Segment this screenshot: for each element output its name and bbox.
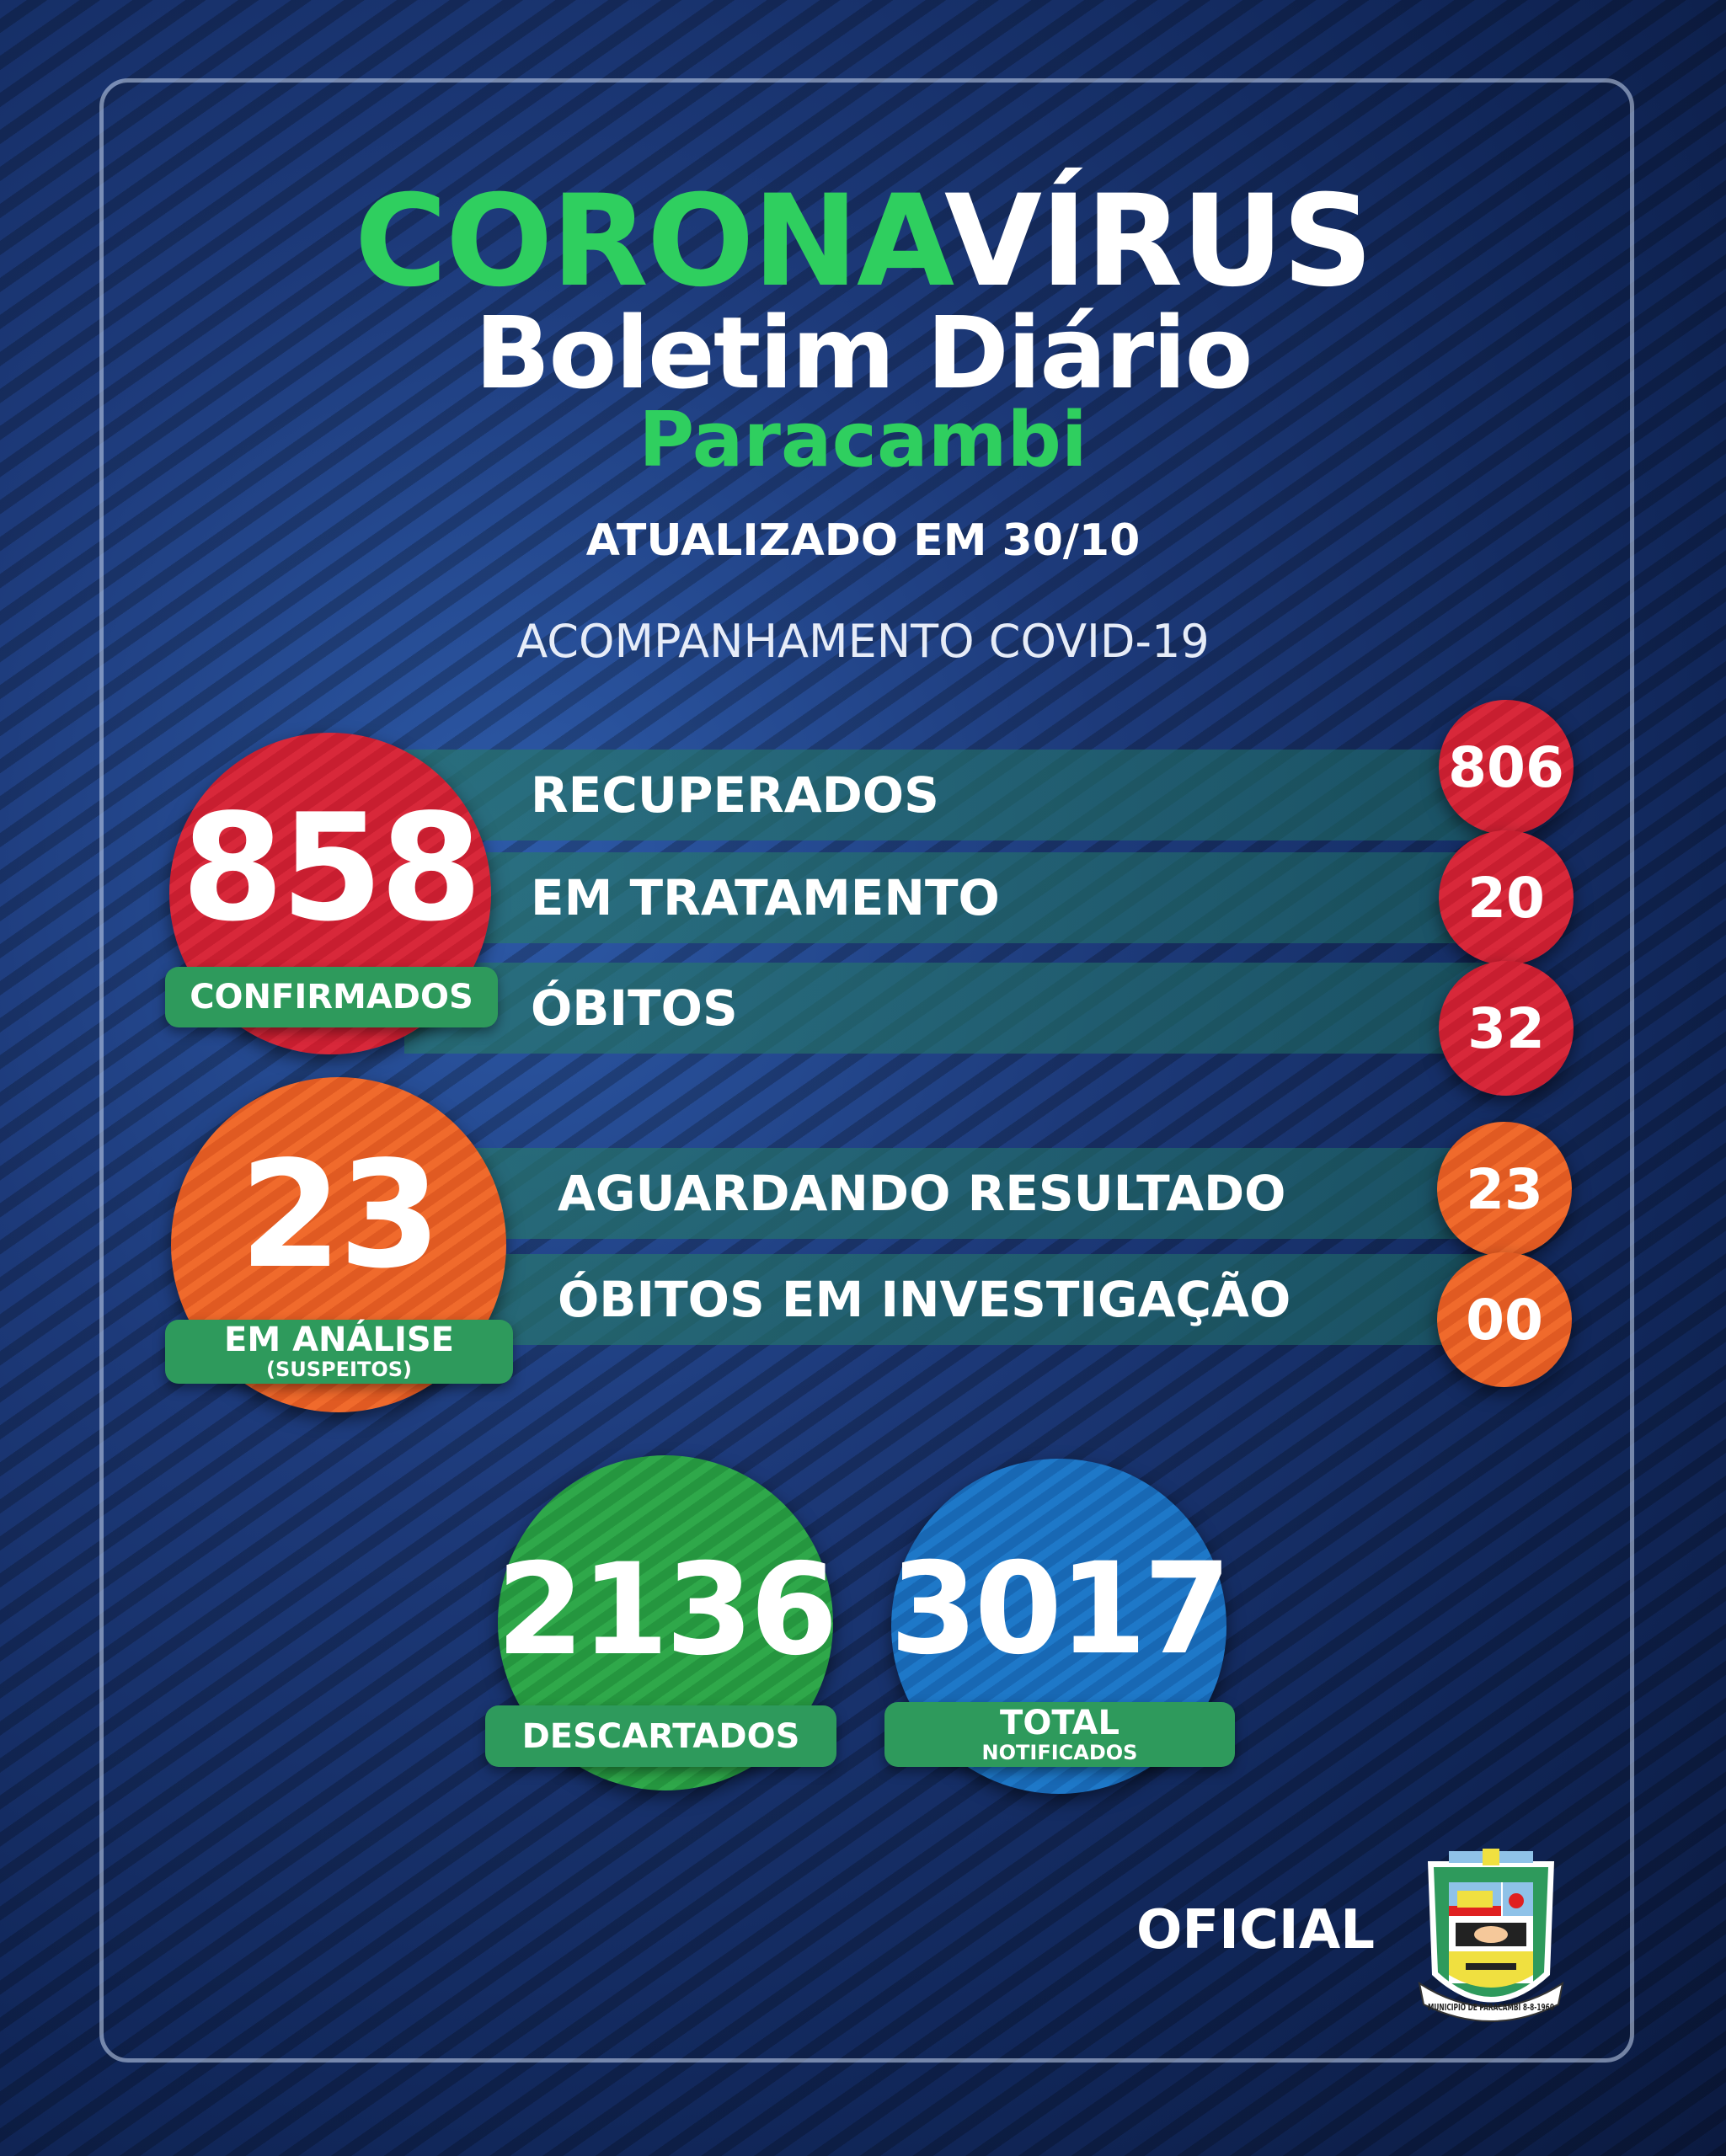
city-name: Paracambi: [639, 396, 1087, 484]
row-label: ÓBITOS EM INVESTIGAÇÃO: [558, 1271, 1291, 1328]
frame-border: [99, 78, 1634, 2063]
row-em-tratamento: EM TRATAMENTO: [404, 852, 1525, 943]
coat-of-arms-ribbon-text: MUNICIPIO DE PARACAMBI 8-8-1960: [1428, 2002, 1554, 2013]
page-title: CORONAVÍRUS: [0, 168, 1726, 315]
row-label: EM TRATAMENTO: [531, 869, 1000, 926]
subtitle: Boletim Diário: [474, 295, 1253, 411]
updated-date: ATUALIZADO EM 30/10: [585, 515, 1141, 566]
discarded-label-text: DESCARTADOS: [521, 1716, 800, 1756]
row-label: RECUPERADOS: [531, 766, 939, 824]
row-label: ÓBITOS: [531, 979, 738, 1037]
recuperados-count: 806: [1439, 700, 1574, 835]
notified-label-text: TOTAL: [1000, 1703, 1119, 1742]
coat-of-arms-logo: MUNICIPIO DE PARACAMBI 8-8-1960: [1418, 1849, 1564, 2022]
analysis-label: EM ANÁLISE (SUSPEITOS): [165, 1320, 513, 1384]
title-white: VÍRUS: [943, 168, 1373, 315]
analysis-sublabel: (SUSPEITOS): [266, 1358, 412, 1381]
official-label: OFICIAL: [1136, 1899, 1376, 1961]
row-label: AGUARDANDO RESULTADO: [558, 1165, 1286, 1222]
row-obitos: ÓBITOS: [404, 963, 1525, 1054]
confirmed-label: CONFIRMADOS: [165, 967, 498, 1027]
row-aguardando: AGUARDANDO RESULTADO: [404, 1148, 1525, 1239]
aguardando-count: 23: [1437, 1122, 1572, 1257]
investigacao-count: 00: [1437, 1252, 1572, 1387]
analysis-label-text: EM ANÁLISE: [224, 1321, 454, 1359]
section-heading: ACOMPANHAMENTO COVID-19: [516, 615, 1210, 668]
title-green: CORONA: [354, 168, 946, 315]
notified-sublabel: NOTIFICADOS: [981, 1740, 1138, 1764]
row-recuperados: RECUPERADOS: [404, 750, 1525, 841]
tratamento-count: 20: [1439, 830, 1574, 965]
notified-label: TOTAL NOTIFICADOS: [884, 1702, 1235, 1767]
discarded-label: DESCARTADOS: [485, 1705, 836, 1767]
obitos-count: 32: [1439, 961, 1574, 1096]
row-obitos-investigacao: ÓBITOS EM INVESTIGAÇÃO: [404, 1254, 1525, 1345]
confirmed-label-text: CONFIRMADOS: [190, 978, 473, 1017]
